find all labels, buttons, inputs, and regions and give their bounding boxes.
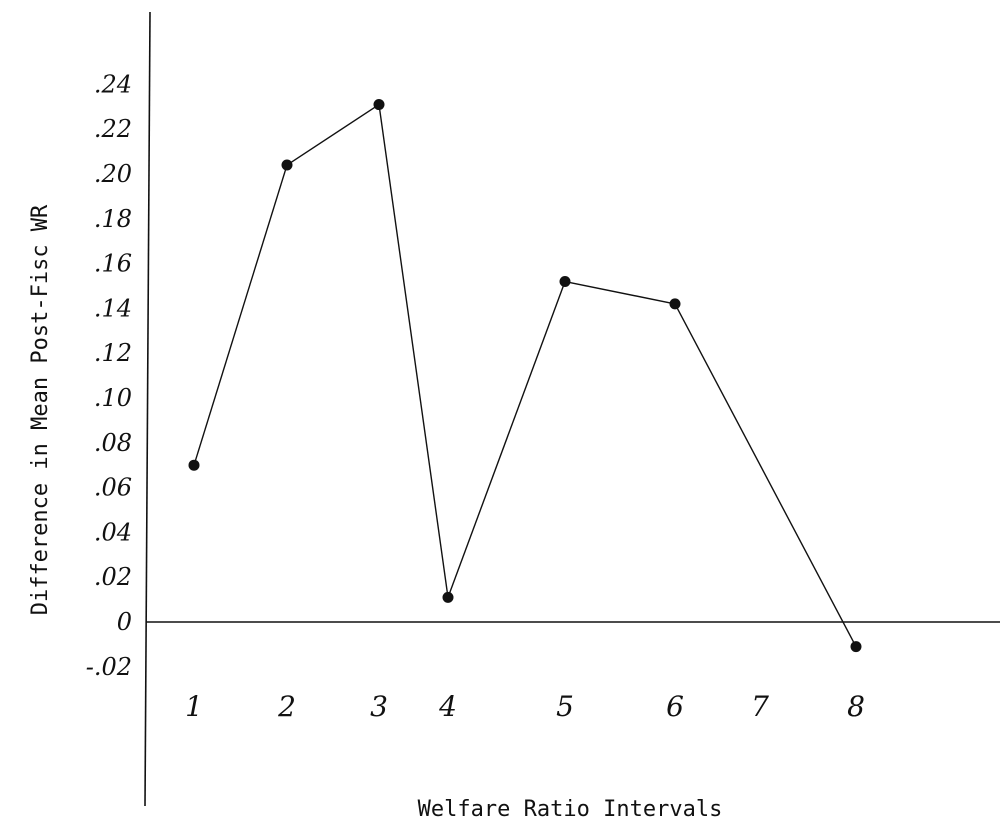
x-tick-label: 7 <box>751 690 769 723</box>
y-tick-label: .04 <box>94 518 132 546</box>
y-tick-label: -.02 <box>86 653 132 681</box>
y-tick-label: .08 <box>94 429 132 457</box>
y-tick-label: .18 <box>94 205 132 233</box>
x-tick-label: 2 <box>277 690 296 723</box>
x-tick-label: 8 <box>847 690 865 723</box>
y-axis-title: Difference in Mean Post-Fisc WR <box>28 204 53 615</box>
series-layer <box>188 99 862 653</box>
x-axis-title: Welfare Ratio Intervals <box>418 797 723 822</box>
series-line-segment <box>286 103 380 166</box>
data-point <box>373 99 385 111</box>
y-tick-label: .06 <box>94 474 132 502</box>
x-tick-label: 4 <box>438 690 457 723</box>
y-tick-label: .24 <box>94 70 132 98</box>
y-tick-label: .16 <box>94 250 132 278</box>
series-line-segment <box>674 303 857 647</box>
y-axis-line <box>144 11 151 807</box>
series-line-segment <box>447 281 566 598</box>
series-line-segment <box>564 280 676 305</box>
data-point <box>188 459 200 471</box>
data-point <box>850 641 862 653</box>
x-tick-label: 3 <box>370 690 388 723</box>
series-line-segment <box>378 104 449 598</box>
y-tick-labels: .24 .22 .20 .18 .16 .14 .12 .10 .08 .06 .04 .02 0 -.0… <box>86 70 132 680</box>
y-tick-label: .22 <box>94 115 132 143</box>
series-line-segment <box>193 164 288 466</box>
data-point <box>669 298 681 310</box>
x-tick-label: 5 <box>556 690 574 723</box>
data-point <box>442 591 454 603</box>
data-point <box>559 276 571 288</box>
x-tick-labels: 1 2 3 4 5 6 7 8 <box>185 690 865 723</box>
y-tick-label: .12 <box>94 339 132 367</box>
y-tick-label: 0 <box>117 608 132 636</box>
x-tick-label: 1 <box>185 690 203 723</box>
y-tick-label: .10 <box>94 384 132 412</box>
data-point <box>281 159 293 171</box>
y-tick-label: .02 <box>94 563 132 591</box>
x-tick-label: 6 <box>666 690 684 723</box>
y-tick-label: .14 <box>94 294 132 322</box>
y-tick-label: .20 <box>94 160 132 188</box>
